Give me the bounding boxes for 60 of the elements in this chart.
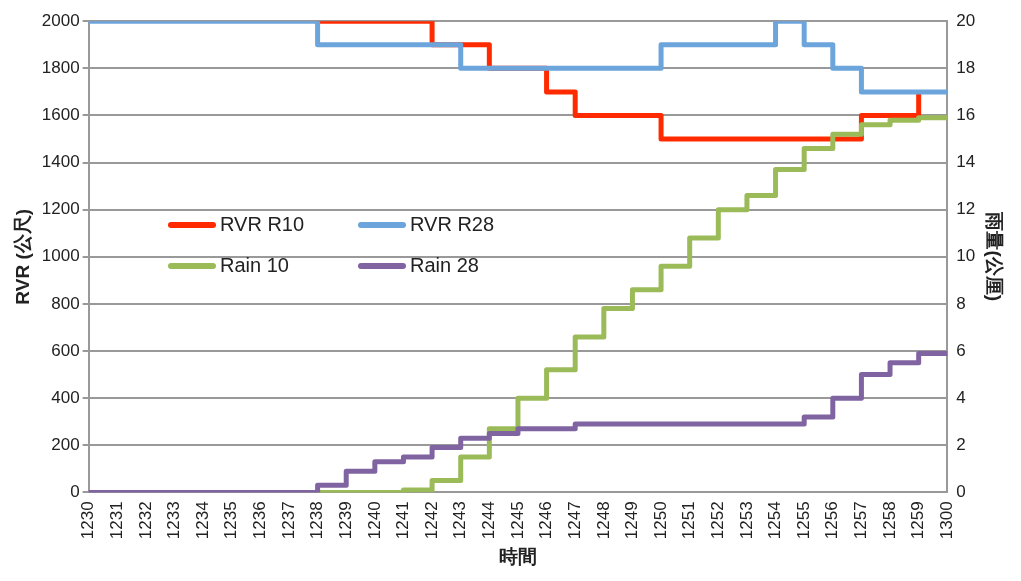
x-tick-label: 1234 [192,501,212,540]
y2-tick-label: 4 [956,387,966,407]
y2-tick-label: 16 [956,105,976,125]
x-tick-label: 1242 [421,501,441,540]
y2-tick-label: 8 [956,293,966,313]
x-tick-label: 1300 [936,501,956,540]
y-tick-label: 1000 [41,246,80,266]
y2-tick-label: 0 [956,482,966,502]
legend-label: RVR R28 [410,213,495,236]
x-tick-label: 1251 [679,501,699,540]
x-tick-label: 1246 [536,501,556,540]
x-tick-label: 1258 [879,501,899,540]
x-tick-label: 1243 [450,501,470,540]
y-tick-label: 400 [51,387,80,407]
y-tick-label: 800 [51,293,80,313]
y2-tick-label: 6 [956,340,966,360]
x-tick-label: 1252 [708,501,727,540]
y-tick-label: 1600 [41,105,80,125]
x-axis-title: 時間 [498,545,537,567]
y-tick-label: 2000 [41,10,80,30]
x-tick-label: 1257 [851,501,871,540]
x-tick-label: 1236 [250,501,270,540]
y-tick-label: 1800 [41,58,80,78]
y2-tick-label: 14 [956,152,976,172]
x-tick-label: 1256 [822,501,842,540]
y2-tick-label: 20 [956,10,976,30]
legend-label: RVR R10 [220,213,305,236]
y-tick-label: 1400 [41,152,80,172]
x-tick-label: 1249 [622,501,642,540]
x-tick-label: 1259 [908,501,928,540]
x-tick-label: 1231 [106,501,126,540]
x-tick-label: 1248 [593,501,613,540]
x-tick-label: 1237 [278,501,298,540]
x-tick-label: 1247 [564,501,584,540]
legend-label: Rain 10 [220,254,289,277]
y-axis-title: RVR (公尺) [11,208,33,305]
y-tick-label: 200 [51,434,80,454]
y2-axis-title: 雨量(公厘) [984,211,1006,302]
x-tick-label: 1230 [78,501,98,540]
x-tick-label: 1235 [221,501,241,540]
x-tick-label: 1240 [364,501,384,540]
y2-tick-label: 10 [956,246,976,266]
x-tick-label: 1239 [335,501,355,540]
y2-tick-label: 2 [956,434,966,454]
x-tick-label: 1238 [307,501,327,540]
x-tick-label: 1244 [479,501,499,540]
legend-label: Rain 28 [410,254,479,277]
x-tick-label: 1241 [393,501,413,540]
y2-tick-label: 12 [956,199,976,219]
y-tick-label: 1200 [41,199,80,219]
x-tick-label: 1254 [765,501,785,540]
x-tick-label: 1255 [793,501,813,540]
x-tick-label: 1233 [164,501,184,540]
x-tick-label: 1232 [135,501,155,540]
y-tick-label: 600 [51,340,80,360]
y-tick-label: 0 [70,482,80,502]
x-tick-label: 1245 [507,501,527,540]
y2-tick-label: 18 [956,58,976,78]
x-tick-label: 1253 [736,501,756,540]
x-tick-label: 1250 [650,501,670,540]
